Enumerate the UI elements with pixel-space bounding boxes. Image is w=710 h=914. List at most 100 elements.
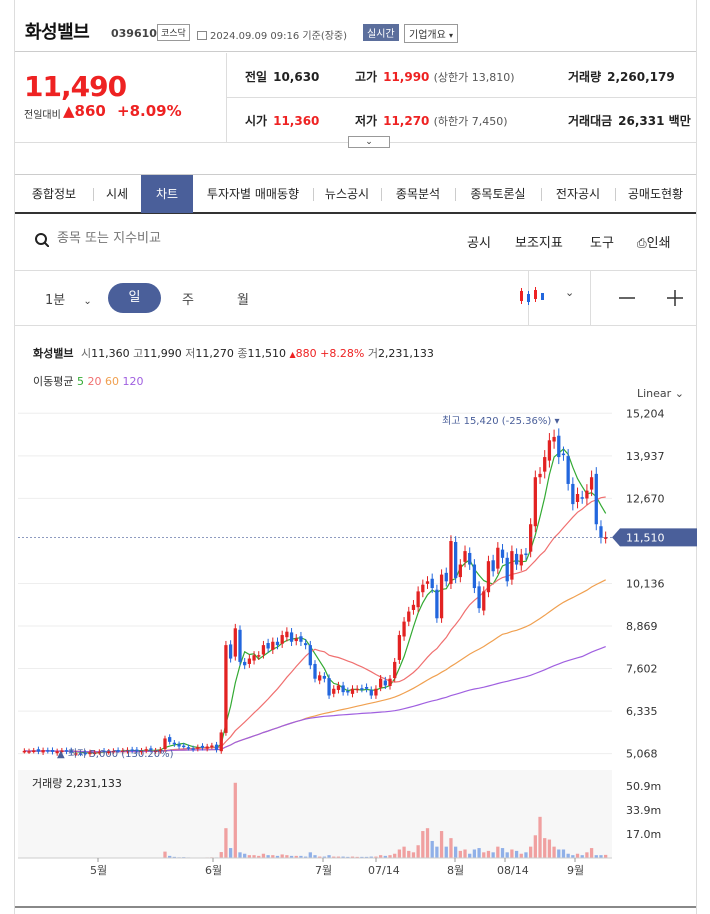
candle-body — [327, 678, 331, 696]
period-week-button[interactable]: 주 — [182, 293, 194, 308]
x-tick-label: 9월 — [567, 864, 584, 877]
candle-body — [182, 745, 186, 748]
candle-body — [322, 675, 327, 679]
page-frame: 화성밸브 039610 코스닥 2024.09.09 09:16 기준(장중) … — [14, 0, 697, 914]
candle-body — [121, 750, 125, 753]
candle-body — [153, 750, 158, 753]
candle-body — [32, 750, 36, 753]
company-info-dropdown[interactable]: 기업개요 ▾ — [404, 24, 459, 43]
tab-0[interactable]: 종합정보 — [31, 187, 77, 201]
candle-body — [500, 549, 505, 558]
legend-high-label: 고 — [133, 347, 144, 360]
tab-4[interactable]: 뉴스공시 — [324, 187, 370, 201]
volume-bar — [271, 855, 275, 858]
volume-bar — [552, 846, 556, 858]
expand-toggle[interactable]: ⌄ — [348, 136, 390, 148]
zoom-in-icon[interactable] — [665, 288, 685, 308]
scale-select[interactable]: Linear ⌄ — [637, 387, 684, 400]
period-day-button[interactable]: 일 — [108, 283, 161, 313]
print-button[interactable]: ⎙인쇄 — [637, 232, 671, 251]
indicator-button[interactable]: 보조지표 — [515, 236, 563, 251]
volume-bar — [243, 853, 247, 858]
min-annotation: ▲ 최저 5,000 (130.20%) — [57, 748, 174, 760]
print-label: 인쇄 — [646, 236, 671, 251]
candle-body — [444, 572, 448, 582]
candle-body — [224, 645, 228, 733]
volume-bar — [421, 831, 425, 858]
search-input[interactable] — [57, 231, 297, 246]
candle-body — [486, 561, 491, 593]
current-price: 11,490 — [24, 70, 127, 103]
volume-bar — [285, 855, 289, 858]
tab-5[interactable]: 종목분석 — [395, 187, 441, 201]
tab-1[interactable]: 시세 — [105, 187, 129, 201]
candle-body — [252, 655, 256, 661]
candle-body — [547, 440, 552, 461]
candle-body — [407, 611, 411, 622]
candle-body — [374, 688, 378, 696]
candle-body — [93, 752, 97, 755]
prev-close: 전일 10,630 — [245, 68, 319, 85]
volume-bar — [477, 848, 481, 858]
volume-stat: 거래량 2,260,179 — [568, 68, 675, 85]
candle-body — [397, 635, 402, 660]
volume-bar — [500, 848, 505, 858]
lower-limit: (하한가 7,450) — [433, 115, 508, 128]
volume-bar — [303, 856, 308, 858]
volume-bar — [163, 851, 167, 858]
tab-2[interactable]: 차트 — [141, 175, 193, 213]
live-badge[interactable]: 실시간 — [363, 24, 399, 41]
volume-bar — [318, 856, 322, 858]
legend-high: 11,990 — [143, 347, 182, 360]
tab-6[interactable]: 종목토론실 — [470, 187, 526, 201]
volume-bar — [219, 852, 223, 858]
period-month-button[interactable]: 월 — [237, 293, 249, 308]
candle-type-icon[interactable] — [518, 285, 548, 309]
volume-bar — [369, 856, 373, 858]
candle-body — [510, 551, 514, 580]
candle-body — [543, 457, 547, 472]
tool-button[interactable]: 도구 — [590, 236, 614, 251]
y-tick-label: 15,204 — [626, 407, 665, 420]
high-label: 고가 — [355, 70, 378, 84]
low-value: 11,270 — [383, 114, 430, 128]
candle-body — [318, 675, 322, 681]
volume-bar — [543, 838, 547, 858]
open-value: 11,360 — [273, 114, 320, 128]
legend-volume-label: 거 — [367, 347, 378, 360]
candle-body — [346, 690, 350, 693]
volume-bar — [224, 828, 228, 858]
volume-bar — [233, 782, 237, 858]
candle-body — [88, 752, 92, 755]
candle-body — [243, 661, 247, 666]
chevron-down-icon[interactable]: ⌄ — [565, 286, 575, 299]
volume-bar — [388, 855, 392, 858]
calendar-icon — [197, 31, 207, 40]
notice-button[interactable]: 공시 — [467, 236, 491, 251]
tab-7[interactable]: 전자공시 — [555, 187, 601, 201]
volume-bar — [266, 855, 270, 858]
zoom-out-icon[interactable] — [617, 290, 637, 306]
candle-body — [332, 688, 336, 694]
x-tick-label: 6월 — [205, 864, 222, 877]
y-tick-label: 8,869 — [626, 620, 658, 633]
volume-bar — [547, 839, 552, 858]
tab-8[interactable]: 공매도현황 — [627, 187, 684, 201]
change-value: ▲860 — [63, 102, 106, 120]
search-icon[interactable] — [35, 233, 49, 247]
current-price-tag — [612, 528, 697, 547]
candle-body — [341, 685, 345, 693]
open-label: 시가 — [245, 114, 268, 128]
candle-body — [285, 631, 289, 638]
minute-select[interactable]: 1분 ⌄ — [45, 289, 92, 308]
candle-body — [477, 586, 481, 609]
candle-body — [97, 751, 101, 754]
volume-bar — [336, 856, 341, 858]
candle-body — [168, 737, 172, 742]
legend-low-label: 저 — [185, 347, 196, 360]
candle-body — [364, 687, 369, 689]
tab-3[interactable]: 투자자별 매매동향 — [206, 187, 300, 201]
candle-body — [472, 564, 477, 589]
legend-change: 880 — [295, 347, 317, 360]
